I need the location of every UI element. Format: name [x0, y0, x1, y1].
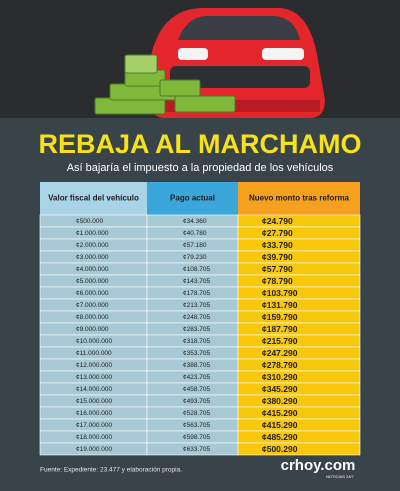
cell-text: ¢12.000.000: [76, 362, 113, 369]
cell-text: ¢24.790: [262, 216, 293, 226]
column-header: Nuevo monto tras reforma: [249, 194, 350, 203]
cell-text: ¢213.705: [183, 302, 210, 309]
money-illustration: [94, 54, 236, 115]
cell-text: ¢278.790: [262, 360, 298, 370]
table-cell: [237, 346, 361, 360]
cell-text: ¢310.290: [262, 372, 298, 382]
cell-text: ¢13.000.000: [76, 374, 113, 381]
table-cell: [237, 406, 361, 420]
cell-text: ¢485.290: [262, 432, 298, 442]
cell-text: ¢500.290: [262, 444, 298, 454]
logo-tagline: NOTICIAS 24/7: [326, 474, 355, 479]
cell-text: ¢17.000.000: [76, 422, 113, 429]
cell-text: ¢14.000.000: [76, 386, 113, 393]
cell-text: ¢18.000.000: [76, 434, 113, 441]
column-header: Pago actual: [170, 194, 215, 203]
cell-text: ¢57.180: [183, 242, 207, 249]
cell-text: ¢2.000.000: [76, 242, 109, 249]
table-cell: [237, 274, 361, 288]
cell-text: ¢78.790: [262, 276, 293, 286]
cell-text: ¢27.790: [262, 228, 293, 238]
cell-text: ¢318.705: [183, 338, 210, 345]
table-cell: [237, 382, 361, 396]
title: REBAJA AL MARCHAMO: [39, 129, 362, 159]
table-cell: [237, 214, 361, 228]
cell-text: ¢6.000.000: [76, 290, 109, 297]
table: Valor fiscal del vehículo Pago actual Nuev…: [39, 182, 361, 456]
cell-text: ¢215.790: [262, 336, 298, 346]
header-cell: [40, 182, 147, 215]
cell-text: ¢458.705: [183, 386, 210, 393]
cell-text: ¢79.230: [183, 254, 207, 261]
cell-text: ¢5.000.000: [76, 278, 109, 285]
cell-text: ¢143.705: [183, 278, 210, 285]
header-cell: [238, 182, 360, 215]
cell-text: ¢10.000.000: [76, 338, 113, 345]
cell-text: ¢187.790: [262, 324, 298, 334]
cell-text: ¢19.000.000: [76, 446, 113, 453]
table-cell: [237, 226, 361, 240]
cell-text: ¢40.780: [183, 230, 207, 237]
subtitle: Así bajaría el impuesto a la propiedad d…: [67, 162, 334, 174]
cell-text: ¢500.000: [76, 218, 103, 225]
cell-text: ¢598.705: [183, 434, 210, 441]
table-cell: [237, 238, 361, 252]
header-cell: [147, 182, 238, 215]
cell-text: ¢423.705: [183, 374, 210, 381]
cell-text: ¢15.000.000: [76, 398, 113, 405]
table-cell: [237, 286, 361, 300]
cell-text: ¢33.790: [262, 240, 293, 250]
table-cell: [237, 322, 361, 336]
table-cell: [237, 250, 361, 264]
table-cell: [237, 394, 361, 408]
cell-text: ¢34.360: [183, 218, 207, 225]
cell-text: ¢563.705: [183, 422, 210, 429]
table-cell: [237, 262, 361, 276]
table-cell: [237, 334, 361, 348]
column-header: Valor fiscal del vehículo: [48, 194, 139, 203]
cell-text: ¢8.000.000: [76, 314, 109, 321]
cell-text: ¢353.705: [183, 350, 210, 357]
cell-text: ¢380.290: [262, 396, 298, 406]
cell-text: ¢1.000.000: [76, 230, 109, 237]
cell-text: ¢39.790: [262, 252, 293, 262]
cell-text: ¢159.790: [262, 312, 298, 322]
cell-text: ¢247.290: [262, 348, 298, 358]
table-cell: [237, 442, 361, 456]
table-cell: [237, 370, 361, 384]
cell-text: ¢633.705: [183, 446, 210, 453]
cell-text: ¢345.290: [262, 384, 298, 394]
cell-text: ¢131.790: [262, 300, 298, 310]
cell-text: ¢528.705: [183, 410, 210, 417]
cell-text: ¢9.000.000: [76, 326, 109, 333]
cell-text: ¢493.705: [183, 398, 210, 405]
source-note: Fuente: Expediente: 23.477 y elaboración…: [40, 467, 182, 474]
cell-text: ¢178.705: [183, 290, 210, 297]
cell-text: ¢11.000.000: [76, 350, 112, 357]
cell-text: ¢3.000.000: [76, 254, 109, 261]
table-cell: [237, 310, 361, 324]
cell-text: ¢108.705: [183, 266, 210, 273]
table-cell: [237, 298, 361, 312]
cell-text: ¢248.705: [183, 314, 210, 321]
cell-text: ¢7.000.000: [76, 302, 109, 309]
cell-text: ¢57.790: [262, 264, 293, 274]
cell-text: ¢4.000.000: [76, 266, 109, 273]
logo: crhoy.com: [281, 457, 356, 474]
cell-text: ¢103.790: [262, 288, 298, 298]
table-cell: [237, 358, 361, 372]
cell-text: ¢16.000.000: [76, 410, 113, 417]
table-cell: [237, 418, 361, 432]
cell-text: ¢283.705: [183, 326, 210, 333]
cell-text: ¢415.290: [262, 408, 298, 418]
cell-text: ¢388.705: [183, 362, 210, 369]
cell-text: ¢415.290: [262, 420, 298, 430]
table-cell: [237, 430, 361, 444]
